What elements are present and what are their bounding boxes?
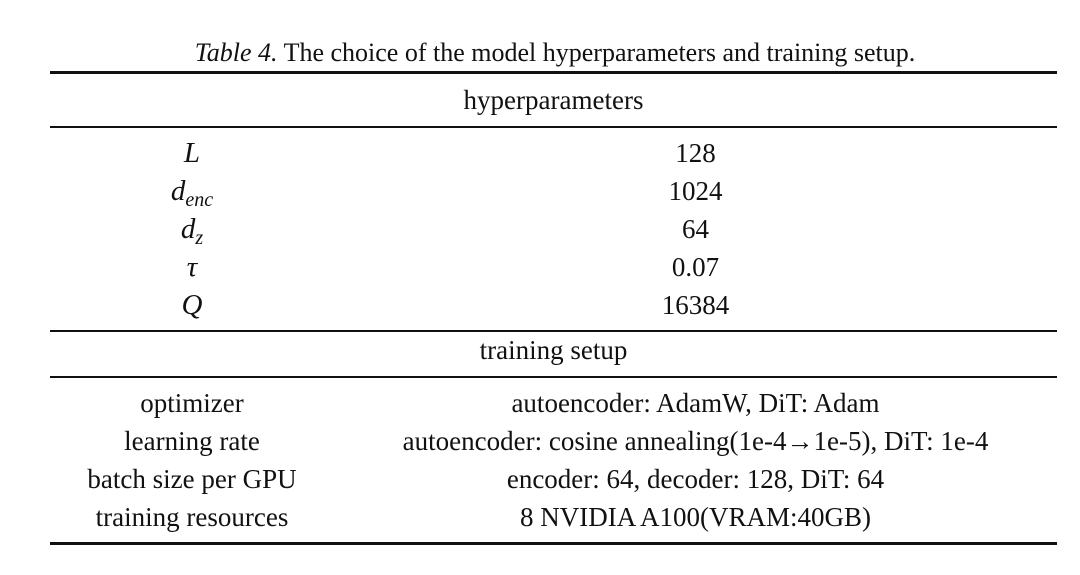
row-value: 128	[675, 138, 716, 168]
row-value: autoencoder: cosine annealing(1e-4→1e-5)…	[402, 426, 989, 456]
row-name: optimizer	[140, 388, 244, 418]
symbol-cell: denc	[50, 172, 334, 211]
symbol-cell: τ	[50, 248, 334, 286]
section-header: training setup	[479, 335, 628, 365]
top-rule	[50, 71, 1057, 74]
section-rule	[50, 126, 1057, 128]
bottom-rule	[50, 542, 1057, 545]
row-value: encoder: 64, decoder: 128, DiT: 64	[506, 464, 885, 494]
table-caption: Table 4. The choice of the model hyperpa…	[0, 38, 1080, 68]
row-name: learning rate	[124, 426, 260, 456]
section-rule	[50, 376, 1057, 378]
symbol: Q	[181, 289, 203, 321]
symbol: τ	[186, 251, 198, 283]
row-value: 16384	[661, 290, 730, 320]
caption-text: The choice of the model hyperparameters …	[283, 38, 916, 67]
section-header: hyperparameters	[463, 85, 644, 115]
row-value: autoencoder: AdamW, DiT: Adam	[511, 388, 880, 418]
row-name: training resources	[95, 502, 289, 532]
symbol-subscript: z	[195, 227, 204, 249]
symbol-cell: Q	[50, 286, 334, 324]
symbol: d	[180, 213, 196, 245]
row-value: 8 NVIDIA A100(VRAM:40GB)	[520, 502, 871, 532]
row-value: 1024	[668, 176, 723, 206]
row-value: 0.07	[671, 252, 720, 282]
caption-label: Table 4.	[194, 38, 278, 67]
row-value: 64	[682, 214, 709, 244]
symbol: d	[170, 175, 186, 207]
symbol-cell: dz	[50, 210, 334, 249]
symbol-subscript: enc	[185, 189, 214, 211]
symbol: L	[183, 137, 201, 169]
section-rule	[50, 330, 1057, 332]
symbol-cell: L	[50, 134, 334, 172]
row-name: batch size per GPU	[87, 464, 297, 494]
